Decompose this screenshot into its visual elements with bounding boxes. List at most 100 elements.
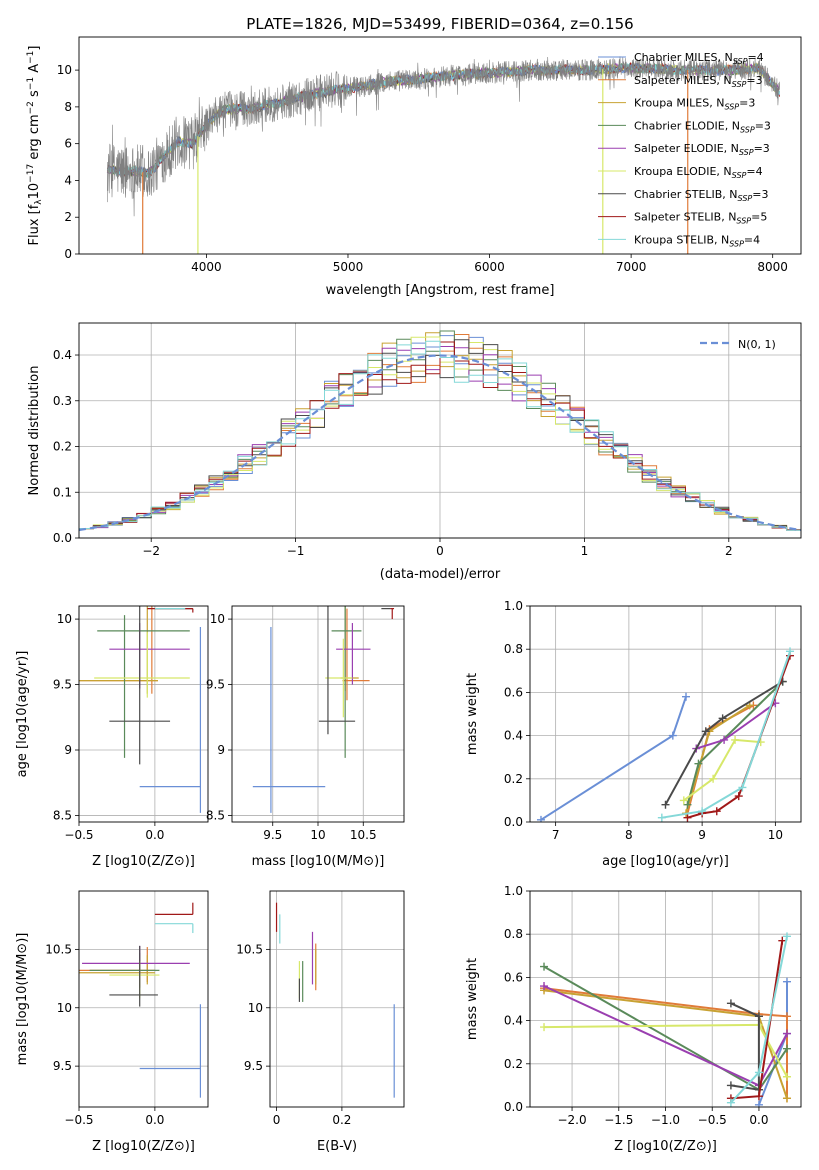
x-tick-label: 2 xyxy=(725,544,733,558)
spectrum-panel: 4000 5000 6000 7000 8000 0 2 4 6 8 10 wavelength [A… xyxy=(26,36,802,298)
y-axis-label-part: s xyxy=(27,90,42,101)
y-tick-label: 0.2 xyxy=(53,440,72,454)
y-tick-label: 8.5 xyxy=(53,808,72,822)
series-point xyxy=(754,1092,763,1101)
x-tick-label: −1.5 xyxy=(604,1113,633,1127)
y-tick-label: 0.6 xyxy=(504,970,523,984)
x-tick-label: 4000 xyxy=(191,260,222,274)
plot-area xyxy=(540,932,791,1107)
legend-entry-count: =3 xyxy=(739,97,755,110)
y-tick-label: 0.1 xyxy=(53,485,72,499)
x-tick-label: 0 xyxy=(273,1113,281,1127)
series-point xyxy=(540,1023,549,1032)
series-point xyxy=(720,735,729,744)
series-point xyxy=(709,774,718,783)
x-axis-label: mass [log10(M/M⊙)] xyxy=(252,854,385,869)
legend-entry-sub: SSP xyxy=(736,217,751,226)
mass-vs-metallicity-panel: −0.5 0.0 9.5 10 10.5 Z [log10(Z/Z⊙)] mass [log… xyxy=(15,890,209,1154)
y-tick-label: 10.5 xyxy=(45,942,72,956)
y-axis-label-part: 10 xyxy=(27,183,42,200)
series-point xyxy=(712,807,721,816)
series-point xyxy=(540,962,549,971)
series-point xyxy=(718,714,727,723)
y-tick-label: 0.3 xyxy=(53,394,72,408)
x-axis-label: age [log10(age/yr)] xyxy=(602,854,729,869)
y-tick-label: 9 xyxy=(217,743,225,757)
series-point xyxy=(726,1098,735,1107)
x-tick-label: 0.2 xyxy=(332,1113,351,1127)
legend-entry: Kroupa STELIB, NSSP=4 xyxy=(634,233,760,248)
x-tick-label: −1.0 xyxy=(651,1113,680,1127)
y-axis-label-part: −1 xyxy=(26,77,36,90)
legend-entry-text: Kroupa MILES, N xyxy=(634,97,724,110)
y-axis-label: Flux [fλ10−17 erg cm−2 s−1 A−1] xyxy=(26,46,44,246)
y-tick-label: 0.4 xyxy=(504,729,523,743)
y-tick-label: 1.0 xyxy=(504,884,523,898)
axes-frame xyxy=(78,322,802,539)
y-tick-label: 9.5 xyxy=(53,1059,72,1073)
axes-frame xyxy=(78,605,209,823)
figure-title: PLATE=1826, MJD=53499, FIBERID=0364, z=0… xyxy=(246,15,633,33)
grid xyxy=(78,606,208,822)
series-point xyxy=(786,647,795,656)
x-tick-label: −2 xyxy=(142,544,160,558)
series-point xyxy=(726,1081,735,1090)
legend-entry-text: Salpeter MILES, N xyxy=(634,74,732,87)
series-point xyxy=(754,1012,763,1021)
legend-entry: Chabrier ELODIE, NSSP=3 xyxy=(634,119,771,134)
series-point xyxy=(694,759,703,768)
y-tick-label: 10.5 xyxy=(236,942,263,956)
series-point xyxy=(782,1029,791,1038)
y-tick-label: 0.0 xyxy=(53,531,72,545)
series-point xyxy=(782,1094,791,1103)
x-tick-label: 8000 xyxy=(757,260,788,274)
y-axis-label-part: Flux [f xyxy=(27,204,42,245)
plot-area xyxy=(79,902,202,1098)
legend-entry: Salpeter STELIB, NSSP=5 xyxy=(634,211,767,226)
y-axis-label-part: −1 xyxy=(26,51,36,64)
x-axis-label: Z [log10(Z/Z⊙)] xyxy=(92,1139,195,1154)
x-tick-label: −0.5 xyxy=(64,1113,93,1127)
legend-entry-sub: SSP xyxy=(724,103,739,112)
series-point xyxy=(738,783,747,792)
series-point xyxy=(701,727,710,736)
legend-entry-count: =4 xyxy=(747,51,763,64)
y-axis-label-part: ] xyxy=(27,46,42,51)
legend-entry-sub: SSP xyxy=(738,194,753,203)
y-tick-label: 10 xyxy=(57,612,72,626)
axes-frame xyxy=(78,36,802,255)
x-tick-label: 10 xyxy=(310,828,325,842)
y-tick-label: 4 xyxy=(64,173,72,187)
mass-weight-vs-age-panel: 7 8 9 10 0.0 0.2 0.4 0.6 0.8 1.0 age [log10(age/yr… xyxy=(465,599,802,869)
axes-frame xyxy=(78,890,209,1108)
y-axis-label-part: −2 xyxy=(26,101,36,114)
series-point xyxy=(782,1012,791,1021)
axes-frame xyxy=(231,605,405,823)
x-tick-label: 0.0 xyxy=(749,1113,768,1127)
series-line xyxy=(683,738,761,802)
legend-entry-count: =5 xyxy=(751,211,767,224)
y-tick-label: 9.5 xyxy=(206,678,225,692)
series-line xyxy=(661,651,791,819)
legend-entry-sub: SSP xyxy=(739,148,754,157)
y-tick-label: 8.5 xyxy=(206,808,225,822)
legend-entry-sub: SSP xyxy=(740,125,755,134)
series-line xyxy=(540,696,687,821)
legend-entry: N(0, 1) xyxy=(738,338,776,351)
age-vs-mass-panel: 9.5 10 10.5 8.5 9 9.5 10 mass [log10(M/M⊙)] xyxy=(206,605,405,869)
y-tick-label: 9.5 xyxy=(53,678,72,692)
series-line xyxy=(543,987,788,1099)
series-point xyxy=(683,813,692,822)
age-vs-metallicity-panel: −0.5 0.0 8.5 9 9.5 10 Z [log10(Z/Z⊙)] age [log1… xyxy=(15,605,209,869)
y-tick-label: 2 xyxy=(64,210,72,224)
series-point xyxy=(540,982,549,991)
legend-entry: Chabrier STELIB, NSSP=3 xyxy=(634,188,768,203)
y-axis-label: age [log10(age/yr)] xyxy=(15,651,30,778)
legend-entry-text: Kroupa ELODIE, N xyxy=(634,165,732,178)
series-line xyxy=(664,680,784,806)
legend-entry: Kroupa ELODIE, NSSP=4 xyxy=(634,165,763,180)
series-point xyxy=(668,731,677,740)
x-tick-label: 6000 xyxy=(474,260,505,274)
residual-histogram-panel: −2 −1 0 1 2 0.0 0.1 0.2 0.3 0.4 (data-model)/error… xyxy=(27,322,802,582)
y-tick-label: 0 xyxy=(64,247,72,261)
